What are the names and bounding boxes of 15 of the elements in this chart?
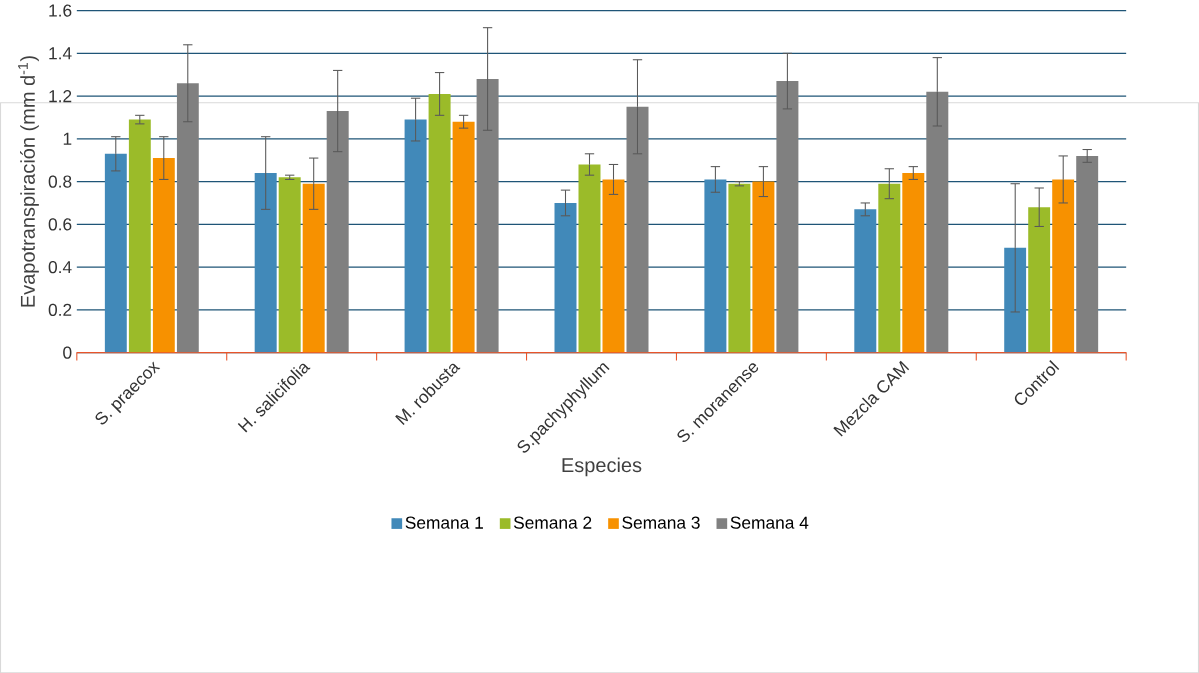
y-axis-title: Evapotranspiración (mm d$^{-1}$)	[18, 56, 39, 307]
x-axis-title: Especies	[562, 457, 642, 477]
y-tick-label: 1	[63, 132, 72, 145]
legend-label: Semana 4	[730, 516, 809, 529]
legend-label: Semana 2	[513, 516, 592, 529]
y-tick-label: 1.6	[49, 4, 72, 17]
legend-label: Semana 3	[622, 516, 700, 529]
y-tick-label: 1.2	[49, 89, 72, 103]
y-tick-label: 1.4	[49, 47, 72, 60]
y-tick-label: 0.4	[48, 260, 72, 274]
legend-label: Semana 1	[405, 516, 483, 529]
y-tick-label: 0.2	[48, 303, 72, 316]
y-tick-label: 0.8	[48, 175, 72, 188]
y-tick-label: 0	[63, 346, 72, 359]
y-tick-label: 0.6	[48, 218, 72, 231]
